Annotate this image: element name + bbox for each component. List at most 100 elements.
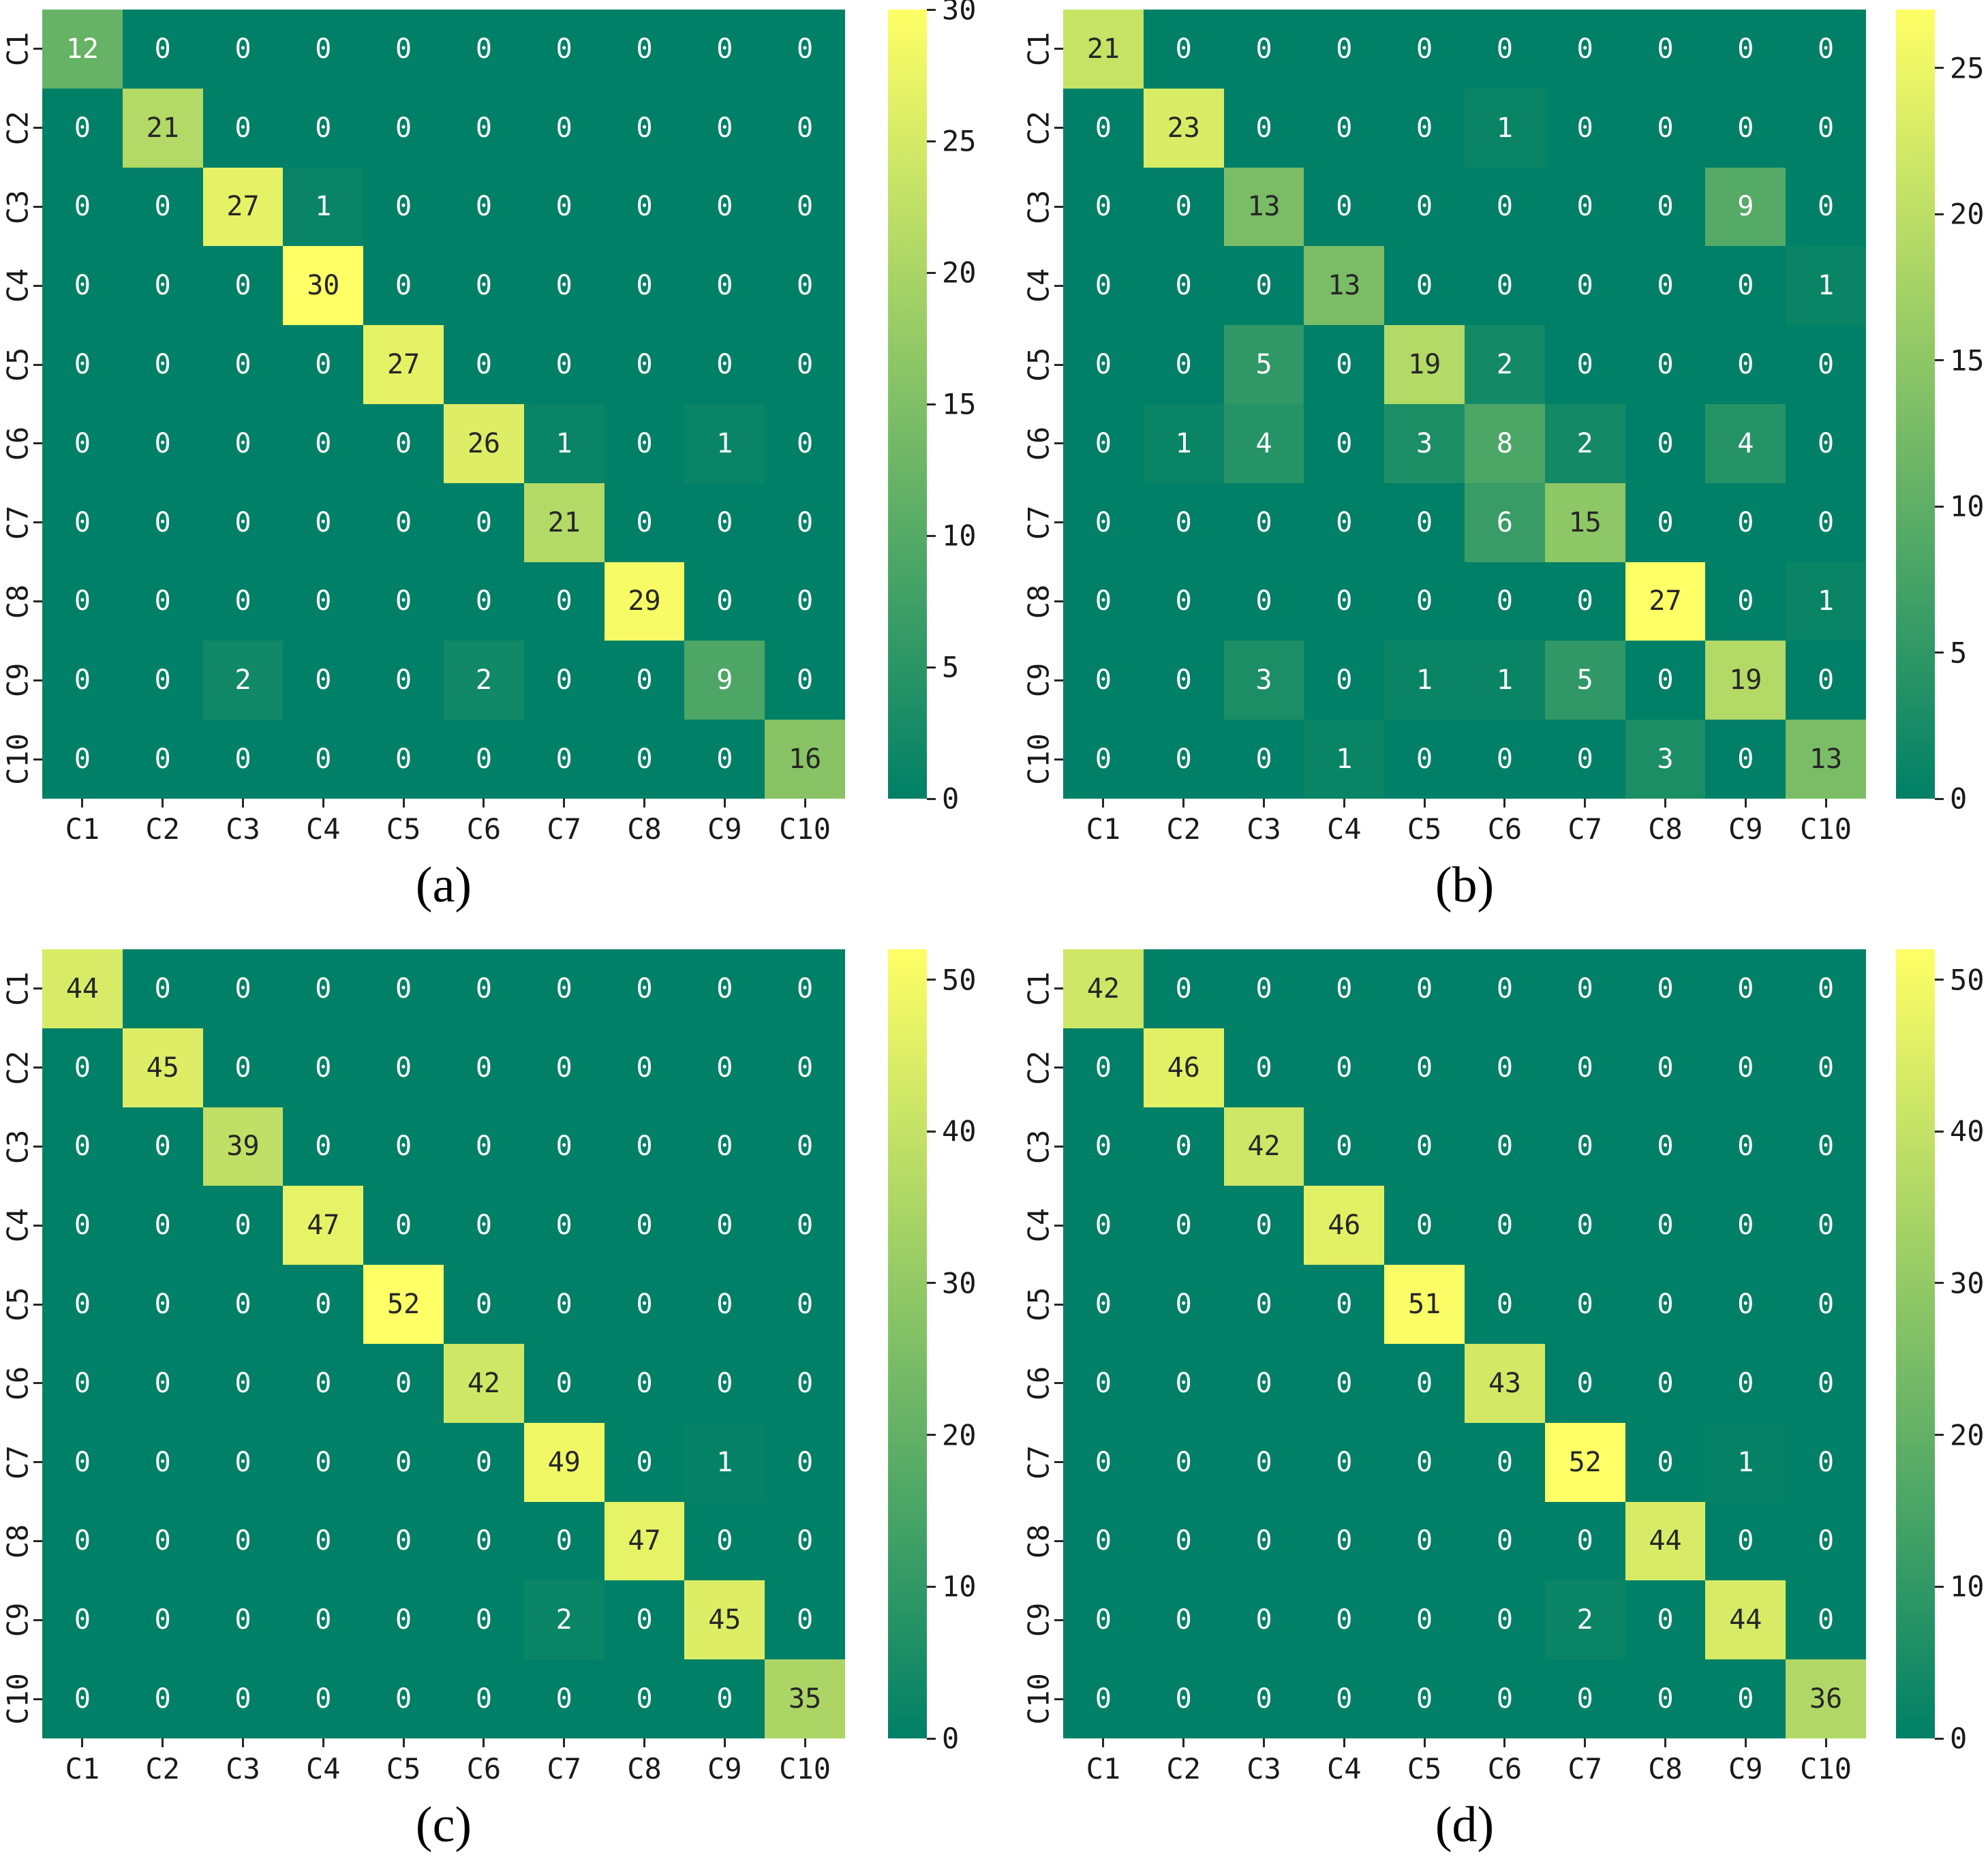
heatmap-cell: 0: [202, 562, 284, 641]
colorbar-tick: [927, 140, 936, 142]
heatmap-cell: 0: [765, 482, 845, 562]
heatmap-cell: 0: [1705, 10, 1786, 89]
heatmap-cell: 0: [765, 1265, 845, 1344]
heatmap-cell: 3: [1223, 641, 1304, 720]
colorbar-tick: [1935, 1130, 1944, 1133]
y-tick-label: C9: [1, 663, 35, 698]
heatmap-cell: 0: [1705, 1659, 1786, 1738]
y-axis-tick: [1054, 442, 1063, 445]
heatmap-cell: 0: [1304, 10, 1385, 89]
y-axis-tick: [33, 127, 42, 129]
heatmap-cell: 0: [684, 1265, 765, 1344]
heatmap-cell: 0: [523, 10, 605, 89]
x-tick-label: C2: [1166, 1752, 1201, 1785]
x-tick-label: C6: [1487, 812, 1523, 846]
y-axis-tick: [33, 679, 42, 681]
y-axis-tick: [33, 1618, 42, 1621]
heatmap-cell: 0: [283, 88, 364, 168]
heatmap-cell: 0: [42, 562, 123, 641]
x-tick-label: C1: [65, 1752, 100, 1785]
heatmap-cell: 0: [1786, 1580, 1866, 1660]
heatmap-cell: 0: [1143, 1344, 1224, 1423]
heatmap-cell: 6: [1465, 482, 1545, 562]
heatmap-cell: 19: [1384, 325, 1465, 404]
heatmap-cell: 0: [283, 1580, 364, 1660]
heatmap-cell: 0: [684, 1659, 765, 1738]
heatmap-cell: 0: [765, 1107, 845, 1186]
x-tick-label: C3: [1247, 1752, 1281, 1785]
heatmap-cell: 0: [765, 10, 845, 89]
heatmap-cell: 0: [202, 1501, 284, 1581]
heatmap-cell: 0: [765, 562, 845, 641]
heatmap-cell: 0: [444, 720, 524, 799]
heatmap-cell: 0: [122, 641, 203, 720]
heatmap-cell: 0: [1304, 1265, 1385, 1344]
y-tick-label: C3: [1022, 189, 1056, 224]
heatmap-cell: 1: [1705, 1422, 1786, 1502]
heatmap-cell: 0: [1143, 10, 1224, 89]
heatmap-cell: 0: [1544, 1028, 1625, 1107]
heatmap-cell: 0: [202, 1659, 284, 1738]
x-tick-label: C4: [306, 812, 341, 846]
heatmap-cell: 0: [523, 167, 605, 247]
x-axis-tick: [1102, 799, 1105, 808]
colorbar-tick-label: 25: [1950, 51, 1985, 85]
heatmap-cell: 0: [1223, 1186, 1304, 1265]
heatmap-cell: 0: [202, 1028, 284, 1107]
heatmap-cell: 0: [1384, 10, 1465, 89]
heatmap-cell: 0: [684, 88, 765, 168]
x-tick-label: C1: [65, 812, 100, 846]
y-tick-label: C5: [1, 347, 35, 382]
colorbar-tick: [927, 1737, 936, 1740]
colorbar-tick: [1935, 1737, 1944, 1740]
heatmap-cell: 0: [1304, 167, 1385, 247]
heatmap-cell: 0: [523, 1107, 605, 1186]
x-axis-tick: [1744, 799, 1747, 808]
heatmap-cell: 2: [202, 641, 284, 720]
heatmap-cell: 0: [1705, 1186, 1786, 1265]
y-axis-tick: [33, 521, 42, 524]
x-axis-tick: [1664, 1738, 1666, 1747]
x-tick-label: C6: [1487, 1752, 1523, 1785]
heatmap-cell: 0: [363, 1028, 444, 1107]
heatmap-cell: 0: [363, 10, 444, 89]
heatmap-cell: 0: [202, 1344, 284, 1423]
y-tick-label: C1: [1022, 971, 1056, 1007]
heatmap-cell: 0: [1143, 720, 1224, 799]
heatmap-cell: 0: [122, 1186, 203, 1265]
heatmap-cell: 0: [684, 1107, 765, 1186]
heatmap-cell: 0: [1625, 325, 1706, 404]
heatmap-cell: 0: [1384, 1501, 1465, 1581]
heatmap-cell: 0: [363, 482, 444, 562]
heatmap-cell: 0: [1465, 167, 1545, 247]
heatmap-cell: 0: [1384, 167, 1465, 247]
heatmap-cell: 0: [1705, 1107, 1786, 1186]
heatmap-cell: 0: [1384, 246, 1465, 326]
heatmap-cell: 0: [283, 325, 364, 404]
heatmap-cell: 0: [523, 949, 605, 1028]
heatmap-cell: 3: [1625, 720, 1706, 799]
heatmap-cell: 0: [1625, 1422, 1706, 1502]
heatmap-cell: 46: [1143, 1028, 1224, 1107]
heatmap-cell: 0: [444, 949, 524, 1028]
heatmap-cell: 0: [1304, 88, 1385, 168]
heatmap-cell: 0: [122, 246, 203, 326]
heatmap-cell: 0: [1465, 246, 1545, 326]
heatmap-cell: 0: [283, 949, 364, 1028]
y-tick-label: C10: [1022, 733, 1056, 786]
heatmap-cell: 0: [122, 1107, 203, 1186]
heatmap-cell: 0: [1705, 720, 1786, 799]
heatmap-cell: 0: [1786, 482, 1866, 562]
colorbar-tick-label: 0: [942, 782, 960, 816]
x-axis-tick: [162, 799, 164, 808]
y-tick-label: C2: [1022, 1050, 1056, 1085]
y-tick-label: C7: [1, 1445, 35, 1479]
x-axis-tick: [1182, 799, 1185, 808]
x-axis-tick: [563, 799, 566, 808]
heatmap-cell: 0: [363, 1659, 444, 1738]
heatmap-cell: 0: [1625, 246, 1706, 326]
heatmap-cell: 1: [1384, 641, 1465, 720]
heatmap-cell: 0: [1544, 949, 1625, 1028]
x-axis-tick: [162, 1738, 164, 1747]
